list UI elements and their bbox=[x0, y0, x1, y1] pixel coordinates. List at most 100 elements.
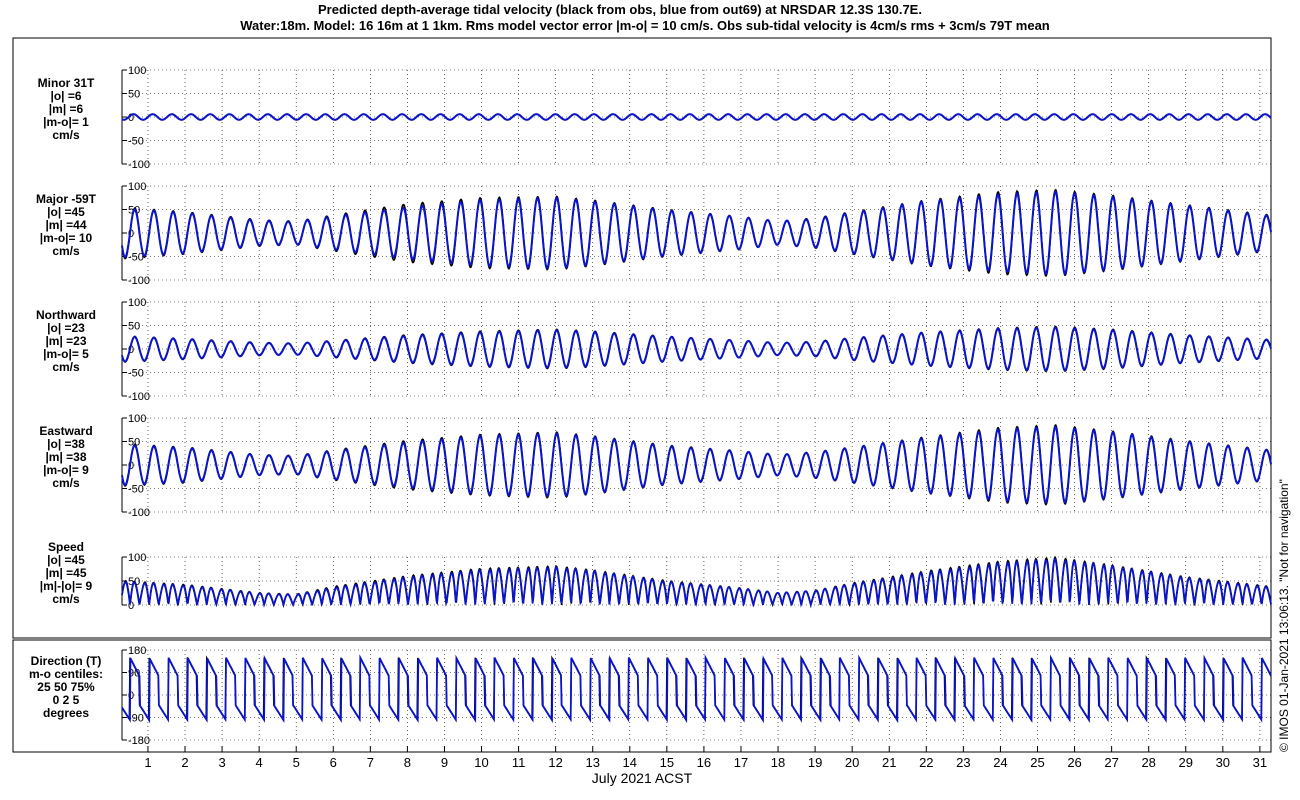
xtick-label: 24 bbox=[993, 755, 1007, 770]
panel-label-line: |o| =45 bbox=[47, 205, 85, 219]
panel-label: Speed |o| =45 |m| =45 |m|-|o|= 9 cm/s bbox=[40, 540, 93, 606]
ytick-label: 0 bbox=[128, 600, 134, 612]
ytick-label: 100 bbox=[128, 552, 146, 564]
panel-label-line: |m-o|= 1 bbox=[43, 115, 89, 129]
panel-label-line: cm/s bbox=[52, 244, 80, 258]
panel-label-line: Direction (T) bbox=[31, 654, 102, 668]
panel-label-line: 0 2 5 bbox=[53, 693, 80, 707]
ytick-label: 0 bbox=[128, 112, 134, 124]
credit-note: © IMOS 01-Jan-2021 13:06:13. "Not for na… bbox=[1277, 479, 1291, 752]
xtick-label: 5 bbox=[293, 755, 300, 770]
xtick-label: 19 bbox=[808, 755, 822, 770]
ytick-label: 100 bbox=[128, 65, 146, 77]
panel-eastward: 100 50 0 -50 -100 Eastward |o| =38 |m| =38 |m-o|… bbox=[39, 413, 1272, 519]
plot-frame-upper bbox=[12, 37, 1272, 639]
panel-label-line: m-o centiles: bbox=[29, 667, 103, 681]
panel-label: Direction (T) m-o centiles: 25 50 75% 0 2 5… bbox=[29, 654, 103, 720]
xtick-label: 3 bbox=[218, 755, 225, 770]
xtick-label: 2 bbox=[181, 755, 188, 770]
ytick-label: -50 bbox=[128, 368, 144, 380]
panel-label-line: cm/s bbox=[52, 360, 80, 374]
panel-label-line: 25 50 75% bbox=[37, 680, 95, 694]
xtick-label: 14 bbox=[623, 755, 637, 770]
ytick-label: 100 bbox=[128, 413, 146, 425]
xtick-label: 13 bbox=[585, 755, 599, 770]
xtick-label: 9 bbox=[441, 755, 448, 770]
series-model bbox=[121, 425, 1272, 504]
panel-label-line: |m-o|= 5 bbox=[43, 347, 89, 361]
ytick-label: 50 bbox=[128, 89, 140, 101]
series-model bbox=[121, 190, 1272, 275]
xtick-label: 29 bbox=[1179, 755, 1193, 770]
panel-label-line: |m| =38 bbox=[45, 450, 86, 464]
series-model bbox=[121, 654, 1272, 724]
series-model bbox=[121, 113, 1272, 121]
ytick-label: 0 bbox=[128, 344, 134, 356]
panel-label-line: |m| =44 bbox=[45, 218, 86, 232]
x-axis: 1 2 3 4 5 6 7 8 9 10 11 12 13 14 15 16 17 18 19 20 21 22 23 24 2… bbox=[144, 746, 1267, 770]
panel-label-line: |m| =45 bbox=[45, 566, 86, 580]
ytick-label: 0 bbox=[128, 690, 134, 702]
xtick-label: 30 bbox=[1216, 755, 1230, 770]
panel-label-line: cm/s bbox=[52, 592, 80, 606]
panel-label-line: |m-o|= 10 bbox=[40, 231, 93, 245]
panel-label-line: |o| =38 bbox=[47, 437, 85, 451]
panel-label-line: |o| =6 bbox=[50, 89, 81, 103]
ytick-label: -180 bbox=[128, 735, 150, 747]
ytick-label: -100 bbox=[128, 507, 150, 519]
ytick-label: -50 bbox=[128, 252, 144, 264]
xtick-label: 18 bbox=[771, 755, 785, 770]
panel-label-line: Major -59T bbox=[36, 192, 97, 206]
xtick-label: 11 bbox=[512, 755, 526, 770]
panel-label-line: |o| =23 bbox=[47, 321, 85, 335]
ytick-label: 100 bbox=[128, 181, 146, 193]
panel-northward: 100 50 0 -50 -100 Northward |o| =23 |m| =23 |m-o… bbox=[36, 297, 1272, 403]
panel-label-line: |m|-|o|= 9 bbox=[40, 579, 93, 593]
xtick-label: 4 bbox=[256, 755, 263, 770]
panel-label: Northward |o| =23 |m| =23 |m-o|= 5 cm/s bbox=[36, 308, 96, 374]
ytick-label: -50 bbox=[128, 136, 144, 148]
xtick-label: 8 bbox=[404, 755, 411, 770]
xtick-label: 22 bbox=[919, 755, 933, 770]
xtick-label: 26 bbox=[1067, 755, 1081, 770]
ytick-label: -50 bbox=[128, 484, 144, 496]
panel-label-line: cm/s bbox=[52, 476, 80, 490]
xtick-label: 1 bbox=[144, 755, 151, 770]
ytick-label: -90 bbox=[128, 713, 144, 725]
series-model bbox=[121, 326, 1272, 372]
panel-label: Minor 31T |o| =6 |m| =6 |m-o|= 1 cm/s bbox=[38, 76, 95, 142]
panel-label-line: degrees bbox=[43, 706, 89, 720]
panel-label-line: |o| =45 bbox=[47, 553, 85, 567]
panel-label-line: |m| =6 bbox=[49, 102, 84, 116]
ytick-label: -100 bbox=[128, 275, 150, 287]
ytick-label: 180 bbox=[128, 645, 146, 657]
panel-label-line: Eastward bbox=[39, 424, 92, 438]
xtick-label: 21 bbox=[882, 755, 896, 770]
xtick-label: 7 bbox=[367, 755, 374, 770]
panel-label-line: |m-o|= 9 bbox=[43, 463, 89, 477]
xtick-label: 25 bbox=[1030, 755, 1044, 770]
panel-label: Major -59T |o| =45 |m| =44 |m-o|= 10 cm/s bbox=[36, 192, 97, 258]
ytick-label: 100 bbox=[128, 297, 146, 309]
ytick-label: 0 bbox=[128, 228, 134, 240]
panel-label: Eastward |o| =38 |m| =38 |m-o|= 9 cm/s bbox=[39, 424, 92, 490]
x-axis-label: July 2021 ACST bbox=[592, 770, 693, 786]
ytick-label: -100 bbox=[128, 159, 150, 171]
figure-title-line-2: Water:18m. Model: 16 16m at 1 1km. Rms m… bbox=[240, 18, 1050, 33]
xtick-label: 31 bbox=[1253, 755, 1267, 770]
figure-title-line-1: Predicted depth-average tidal velocity (… bbox=[318, 2, 922, 17]
panel-minor: 100 50 0 -50 -100 Minor 31T |o| =6 |m| =6 |m-o|=… bbox=[38, 65, 1272, 171]
xtick-label: 27 bbox=[1104, 755, 1118, 770]
xtick-label: 16 bbox=[697, 755, 711, 770]
xtick-label: 15 bbox=[660, 755, 674, 770]
xtick-label: 10 bbox=[474, 755, 488, 770]
xtick-label: 12 bbox=[548, 755, 562, 770]
ytick-label: 50 bbox=[128, 321, 140, 333]
xtick-label: 28 bbox=[1141, 755, 1155, 770]
panel-label-line: Minor 31T bbox=[38, 76, 95, 90]
plot-frame-direction bbox=[12, 639, 1272, 753]
